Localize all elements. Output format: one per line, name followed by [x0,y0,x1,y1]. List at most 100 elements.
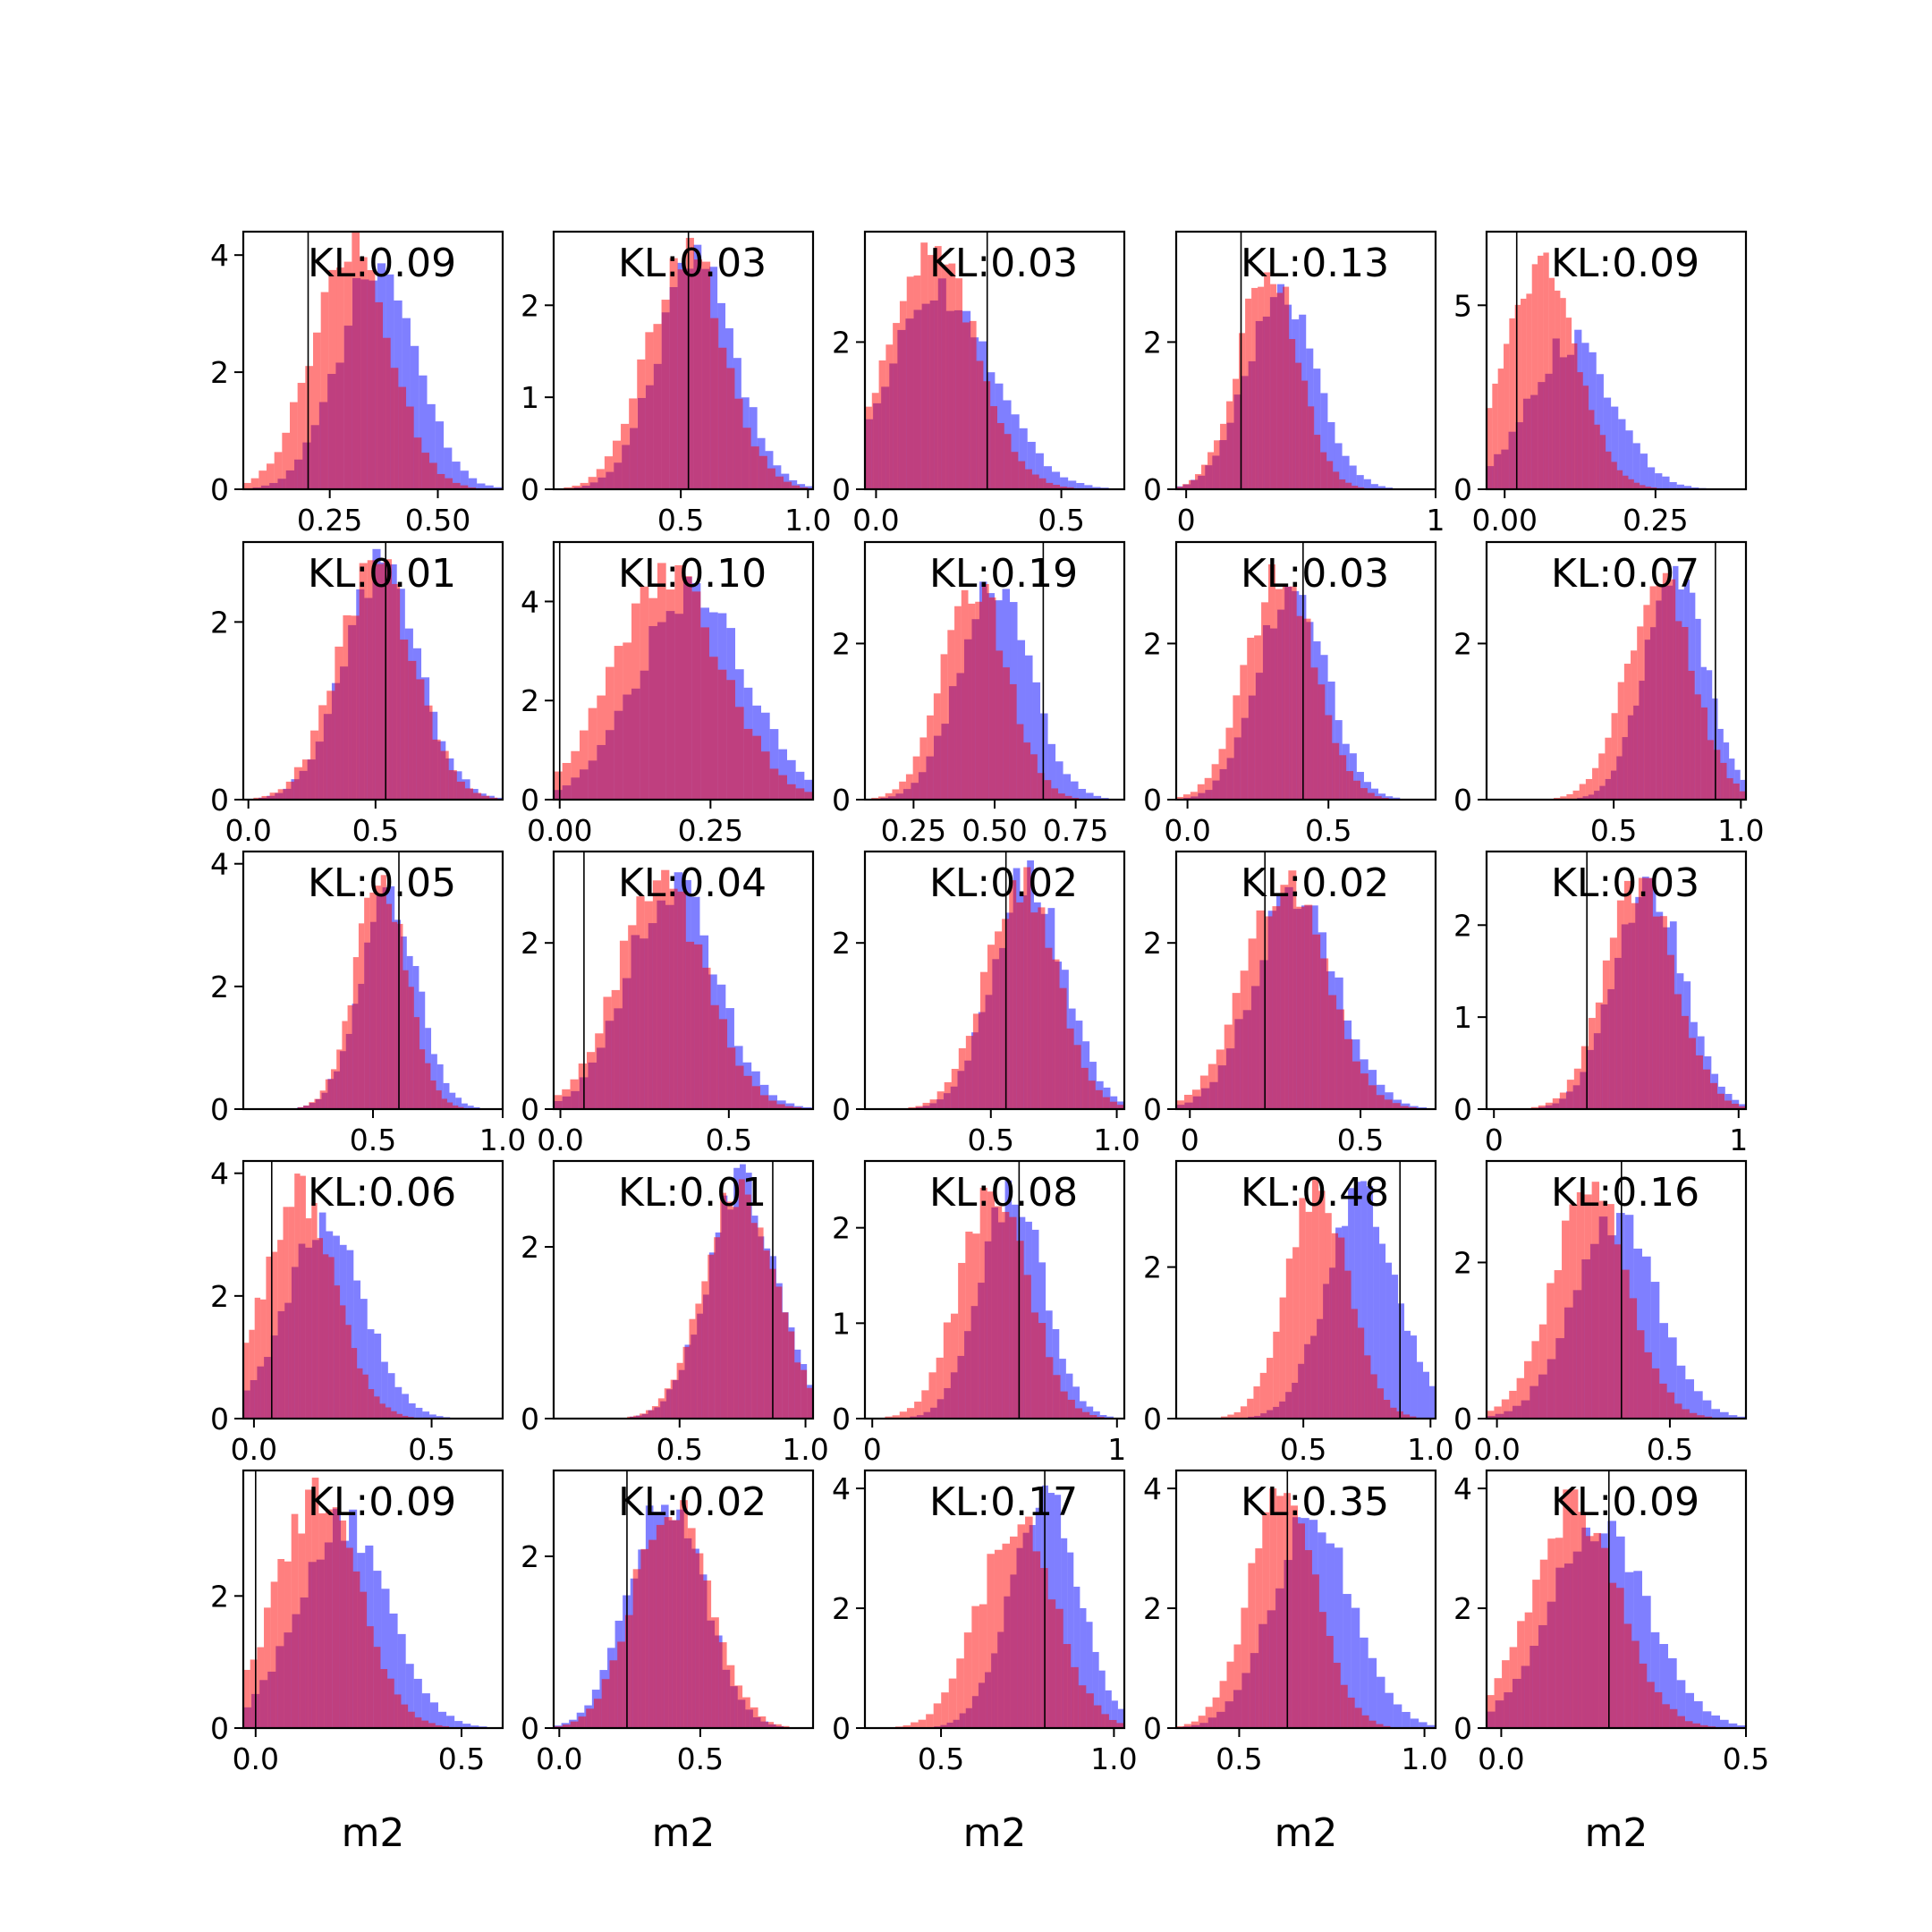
red-histogram-bar [1368,1720,1377,1728]
red-histogram-bar [1614,1244,1623,1419]
red-histogram-bar [1093,1705,1102,1728]
red-histogram-bar [742,1697,750,1728]
subplot-16: 0 2 4 0.0 0.5 KL:0.06 [210,1157,504,1467]
red-histogram-bar [685,237,694,489]
red-histogram-bar [621,423,630,489]
kl-annotation: KL:0.05 [308,860,456,906]
red-histogram-bar [290,402,298,489]
red-histogram-bar [743,1075,752,1109]
red-histogram-bar [1487,408,1493,489]
red-histogram-bar [1738,1106,1746,1109]
red-histogram-bar [563,1724,571,1728]
red-histogram-bar [651,1406,658,1419]
red-histogram-bar [918,1719,927,1728]
x-tick-label: 0.25 [881,813,946,848]
y-tick-label: 2 [521,1539,539,1574]
red-histogram-bar [1606,451,1612,489]
red-histogram-bar [446,1102,453,1109]
red-histogram-bar [685,941,695,1109]
red-histogram-bar [1023,1275,1031,1419]
red-histogram-bar [580,730,589,800]
red-histogram-bar [318,1513,326,1728]
red-histogram-bar [761,751,770,800]
red-histogram-bar [1045,947,1053,1109]
red-histogram-bar [1296,615,1304,800]
blue-histogram-bar [1427,1724,1436,1728]
red-histogram-bar [243,1669,250,1728]
red-histogram-bar [1046,482,1054,489]
red-histogram-bar [1101,1714,1109,1728]
red-histogram-bar [1275,589,1283,800]
red-histogram-bar [293,767,302,800]
red-histogram-bar [1702,1069,1710,1109]
red-histogram-bar [1494,1406,1502,1419]
red-histogram-bar [1410,1416,1417,1419]
red-histogram-bar [1599,1200,1607,1419]
red-histogram-bar [430,1080,436,1109]
subplot-14: 0 2 0 0.5 KL:0.02 [1143,850,1437,1157]
red-histogram-bar [1030,754,1038,800]
axes-frame [1485,1469,1748,1730]
red-histogram-bar [1088,1080,1096,1109]
y-tick-label: 0 [1453,472,1472,507]
blue-histogram-bar [1392,1275,1399,1419]
y-tick-label: 0 [521,783,539,818]
red-histogram-bar [1199,1075,1208,1109]
axes-frame [552,230,815,491]
red-histogram-bar [1002,1211,1010,1419]
red-histogram-bar [1030,912,1038,1109]
red-histogram-bar [1524,1360,1532,1419]
red-histogram-bar [1201,464,1208,489]
red-histogram-bar [1572,790,1580,800]
blue-histogram-bar [436,1416,444,1419]
subplot-20: 0 2 0.0 0.5 KL:0.16 [1453,1159,1748,1467]
red-histogram-bar [373,1647,381,1728]
red-histogram-bar [657,1398,665,1419]
red-histogram-bar [1273,1331,1280,1419]
red-histogram-bar [1353,780,1360,800]
y-tick-label: 2 [1143,1591,1162,1626]
red-histogram-bar [554,771,563,800]
blue-histogram-bar [470,1725,479,1728]
red-histogram-bar [648,1539,657,1728]
x-tick-label: 0.5 [1216,1741,1262,1776]
x-tick-label: 1.0 [1407,1432,1453,1467]
red-histogram-bar [1545,1102,1553,1109]
red-histogram-bar [720,1192,727,1419]
red-histogram-bar [1009,683,1017,800]
x-tick-label: 0.0 [231,1432,277,1467]
red-histogram-bar [972,1233,980,1419]
red-histogram-bar [1563,1489,1571,1728]
red-histogram-bar [611,989,620,1109]
blue-histogram-bar [1051,471,1061,489]
red-histogram-bar [782,1312,789,1419]
red-histogram-bar [612,440,622,489]
red-histogram-bar [653,324,662,489]
blue-histogram-bar [413,1678,422,1728]
blue-histogram-bar [1092,1651,1099,1728]
red-histogram-bar [1227,1414,1234,1419]
blue-histogram-bar [1711,1715,1720,1728]
blue-histogram-bar [805,486,813,489]
red-histogram-bar [784,1106,793,1109]
red-histogram-bar [902,1724,911,1728]
blue-histogram-bar [1720,1411,1729,1419]
subplot-6: 0 2 0.0 0.5 KL:0.01 [210,540,504,848]
blue-histogram-bar [1410,1718,1419,1728]
red-histogram-bar [1689,1412,1698,1419]
axes-frame [863,1159,1126,1420]
red-histogram-bar [284,1561,292,1728]
red-histogram-bar [1032,1551,1041,1728]
red-histogram-bar [570,1721,579,1728]
axes-frame [1485,850,1748,1111]
red-histogram-bar [664,1388,671,1419]
red-histogram-bar [1109,1101,1117,1109]
y-tick-label: 0 [832,1402,851,1436]
kl-annotation: KL:0.01 [618,1170,767,1216]
x-tick-label: 0.50 [405,503,470,538]
blue-histogram-bar [421,1693,430,1728]
blue-histogram-bar [1093,1411,1100,1419]
blue-histogram-bar [1385,796,1394,800]
red-histogram-bar [1400,1106,1409,1109]
x-tick-label: 0.50 [962,813,1027,848]
